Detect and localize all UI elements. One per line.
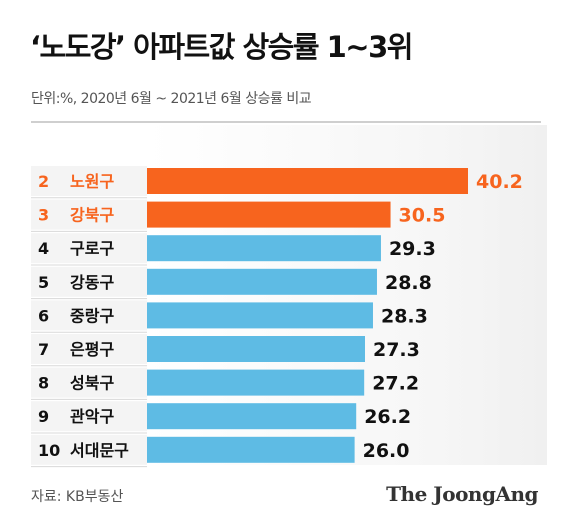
row-label-strip	[31, 334, 147, 364]
district-label: 은평구	[70, 340, 114, 359]
district-label: 성북구	[70, 374, 114, 393]
value-label: 26.2	[364, 406, 411, 428]
rank-label: 6	[38, 306, 49, 325]
value-label: 28.8	[385, 272, 432, 294]
value-label: 29.3	[389, 238, 436, 260]
bar	[147, 302, 373, 329]
value-label: 27.2	[372, 373, 419, 395]
title-divider	[31, 121, 541, 123]
row-label-strip	[31, 367, 147, 398]
rank-label: 4	[38, 239, 49, 258]
rank-label: 9	[38, 407, 49, 426]
source-note: 자료: KB부동산	[31, 489, 124, 505]
rank-label: 10	[38, 441, 60, 460]
bar	[147, 235, 381, 262]
rank-label: 5	[38, 273, 49, 292]
district-label: 서대문구	[70, 441, 129, 460]
row-label-strip	[31, 199, 147, 230]
district-label: 강동구	[70, 273, 114, 292]
row-label-strip	[31, 434, 147, 465]
value-label: 40.2	[476, 171, 523, 193]
bar	[147, 268, 377, 295]
value-label: 26.0	[363, 440, 410, 462]
rank-label: 3	[38, 206, 49, 225]
bar	[147, 436, 355, 463]
value-label: 28.3	[381, 305, 428, 327]
row-label-strip	[31, 401, 147, 432]
bar	[147, 201, 391, 228]
row-label-strip	[31, 300, 147, 331]
rank-label: 7	[38, 340, 49, 359]
chart-title: ‘노도강’ 아파트값 상승률 1~3위	[30, 30, 413, 64]
bar	[147, 168, 468, 194]
rank-label: 2	[38, 172, 49, 191]
district-label: 중랑구	[70, 306, 114, 325]
district-label: 구로구	[70, 239, 114, 258]
bar	[147, 336, 365, 362]
row-label-strip	[31, 266, 147, 297]
bar	[147, 369, 365, 396]
value-label: 27.3	[373, 339, 420, 361]
district-label: 노원구	[70, 172, 114, 191]
bar	[147, 403, 357, 430]
chart-subtitle: 단위:%, 2020년 6월 ~ 2021년 6월 상승률 비교	[31, 91, 312, 107]
row-label-strip	[31, 233, 147, 264]
rank-label: 8	[38, 374, 49, 393]
value-label: 30.5	[399, 205, 446, 227]
row-label-strip	[31, 166, 147, 196]
district-label: 강북구	[70, 206, 114, 225]
publisher-logo: The JoongAng	[386, 482, 538, 506]
district-label: 관악구	[70, 407, 114, 426]
